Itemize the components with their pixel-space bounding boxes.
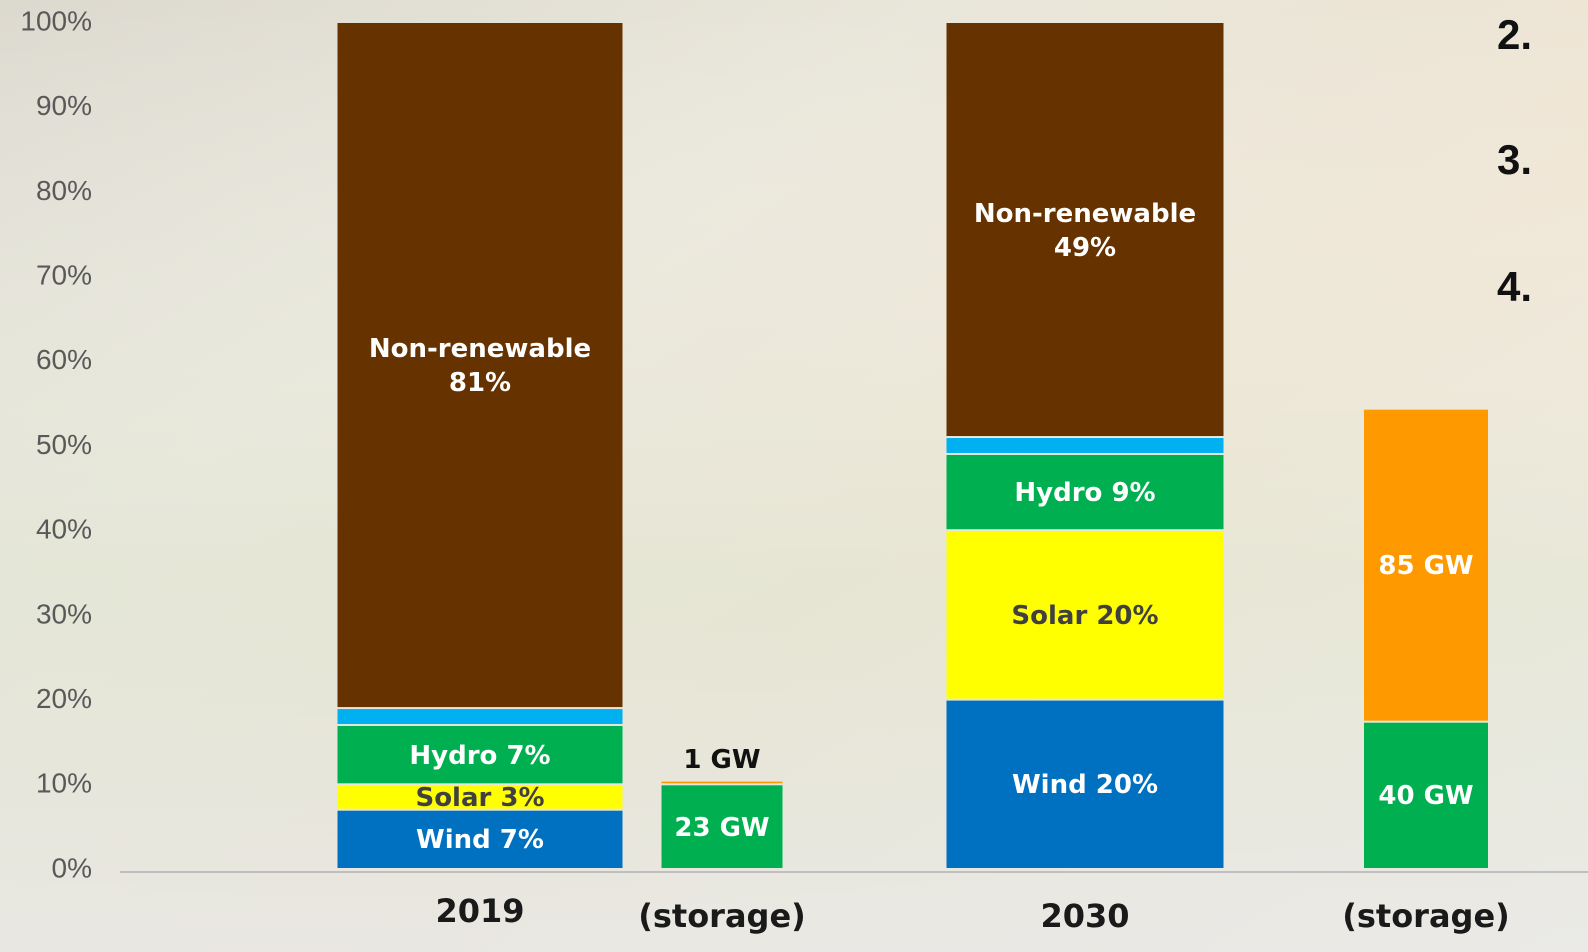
bar-segment (947, 438, 1224, 453)
data-label-text: 40 GW (1364, 723, 1488, 870)
x-tick-label: 2030 (1040, 897, 1129, 935)
data-label: Non-renewable 49% (947, 23, 1224, 438)
data-label-text: 23 GW (662, 785, 783, 870)
data-label: Wind 7% (338, 811, 623, 870)
data-label-text: Solar 20% (947, 531, 1224, 700)
y-tick-label: 90% (36, 90, 92, 121)
data-label: 1 GW (642, 740, 803, 780)
data-label-text: Non-renewable 81% (338, 23, 623, 709)
y-tick-label: 100% (20, 5, 92, 36)
data-label: Solar 20% (947, 531, 1224, 700)
y-tick-label: 20% (36, 683, 92, 714)
side-label: 2. (1497, 11, 1532, 58)
data-label-text: Hydro 7% (338, 726, 623, 785)
data-label: 85 GW (1364, 410, 1488, 723)
data-label-text: Hydro 9% (947, 455, 1224, 531)
data-label-text: Solar 3% (338, 785, 623, 810)
x-tick-label: (storage) (638, 897, 806, 935)
data-label-text: Wind 7% (338, 811, 623, 870)
data-label-text: Non-renewable 49% (947, 23, 1224, 438)
data-label: Hydro 7% (338, 726, 623, 785)
y-tick-label: 60% (36, 344, 92, 375)
x-tick-label: 2019 (435, 892, 524, 930)
data-label: Non-renewable 81% (338, 23, 623, 709)
data-label-text: 85 GW (1364, 410, 1488, 723)
data-label: 23 GW (662, 785, 783, 870)
data-label: Wind 20% (947, 701, 1224, 870)
data-label: Solar 3% (338, 785, 623, 810)
y-tick-label: 50% (36, 429, 92, 460)
y-tick-label: 70% (36, 259, 92, 290)
data-label-text: 1 GW (642, 740, 803, 780)
y-tick-label: 0% (52, 852, 92, 883)
y-tick-label: 80% (36, 175, 92, 206)
y-tick-label: 10% (36, 768, 92, 799)
x-tick-label: (storage) (1342, 897, 1510, 935)
page: 0% 10% 20% 30% 40% 50% 60% 70% 80% 90% 100% 2019 (st… (0, 0, 1588, 952)
y-tick-label: 30% (36, 598, 92, 629)
bar-segment (338, 709, 623, 724)
background-overlay (0, 0, 1588, 952)
chart: 0% 10% 20% 30% 40% 50% 60% 70% 80% 90% 100% 2019 (st… (0, 0, 1588, 952)
data-label: Hydro 9% (947, 455, 1224, 531)
bar-segment (662, 782, 783, 784)
side-label: 3. (1497, 136, 1532, 183)
side-label: 4. (1497, 263, 1532, 310)
y-tick-label: 40% (36, 514, 92, 545)
data-label-text: Wind 20% (947, 701, 1224, 870)
data-label: 40 GW (1364, 723, 1488, 870)
